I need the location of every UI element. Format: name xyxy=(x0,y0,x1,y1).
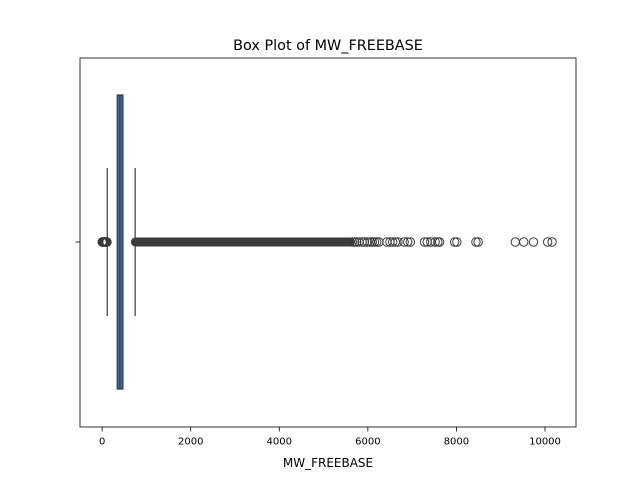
outlier-point-high xyxy=(519,237,529,247)
outlier-point-high xyxy=(547,237,557,247)
outlier-point-high xyxy=(473,237,483,247)
outlier-point-high xyxy=(419,237,430,247)
outlier-point-low xyxy=(102,237,112,247)
outlier-point-high xyxy=(542,237,553,247)
outlier-point-high xyxy=(387,237,398,247)
outlier-point-high xyxy=(352,237,362,247)
outlier-point-high xyxy=(528,237,539,247)
plot-frame xyxy=(79,57,577,428)
outlier-point-high xyxy=(369,237,380,247)
outlier-point-high xyxy=(347,237,358,247)
x-tick-label: 8000 xyxy=(444,437,469,448)
outlier-point-high xyxy=(430,237,440,247)
plot-marks xyxy=(97,94,557,390)
chart-title: Box Plot of MW_FREEBASE xyxy=(233,38,423,54)
x-axis: 0 2000 4000 6000 8000 10000 xyxy=(99,427,561,448)
outlier-point-high xyxy=(405,237,416,247)
outlier-point-high xyxy=(510,237,521,247)
outlier-point-high xyxy=(403,237,413,247)
outlier-point-high xyxy=(434,237,445,247)
outlier-point-high xyxy=(449,237,460,247)
x-tick-label: 2000 xyxy=(178,437,203,448)
outlier-point-high xyxy=(372,237,382,247)
x-axis-label: MW_FREEBASE xyxy=(283,456,373,470)
outlier-point-high xyxy=(367,237,377,247)
x-tick-label: 4000 xyxy=(267,437,292,448)
outlier-point-high xyxy=(393,237,403,247)
outlier-point-high xyxy=(452,237,462,247)
outlier-point-high xyxy=(471,237,481,247)
x-tick-label: 10000 xyxy=(529,437,561,448)
outlier-point-high xyxy=(362,237,373,247)
x-tick-label: 0 xyxy=(99,437,105,448)
x-tick-label: 6000 xyxy=(355,437,380,448)
outlier-point-high xyxy=(349,237,360,247)
outlier-point-high xyxy=(399,237,409,247)
